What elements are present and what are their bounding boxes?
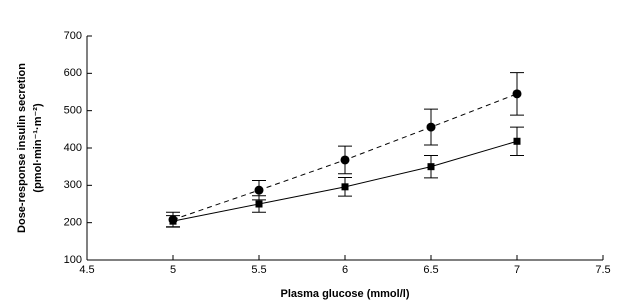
point [255,200,263,208]
point [169,217,177,225]
y-tick-label: 500 [64,105,82,117]
y-tick-label: 100 [64,254,82,266]
point [512,89,522,99]
y-axis-label: Dose-response insulin secretion [16,63,28,233]
point [426,122,436,132]
x-tick-label: 7 [514,264,520,276]
x-tick-label: 7.5 [595,264,610,276]
y-tick-label: 200 [64,217,82,229]
x-tick-label: 5.5 [251,264,266,276]
x-tick-label: 6 [342,264,348,276]
point [340,155,350,165]
y-tick-label: 600 [64,67,82,79]
y-axis-label: (pmol·min⁻¹·m⁻²) [32,103,44,193]
y-tick-label: 400 [64,142,82,154]
point [254,185,264,195]
x-tick-label: 6.5 [423,264,438,276]
point [427,163,435,171]
point [513,137,521,145]
x-axis-label: Plasma glucose (mmol/l) [281,288,410,300]
point [341,183,349,191]
y-tick-label: 300 [64,179,82,191]
x-tick-label: 5 [170,264,176,276]
x-tick-label: 4.5 [79,264,94,276]
y-tick-label: 700 [64,30,82,42]
